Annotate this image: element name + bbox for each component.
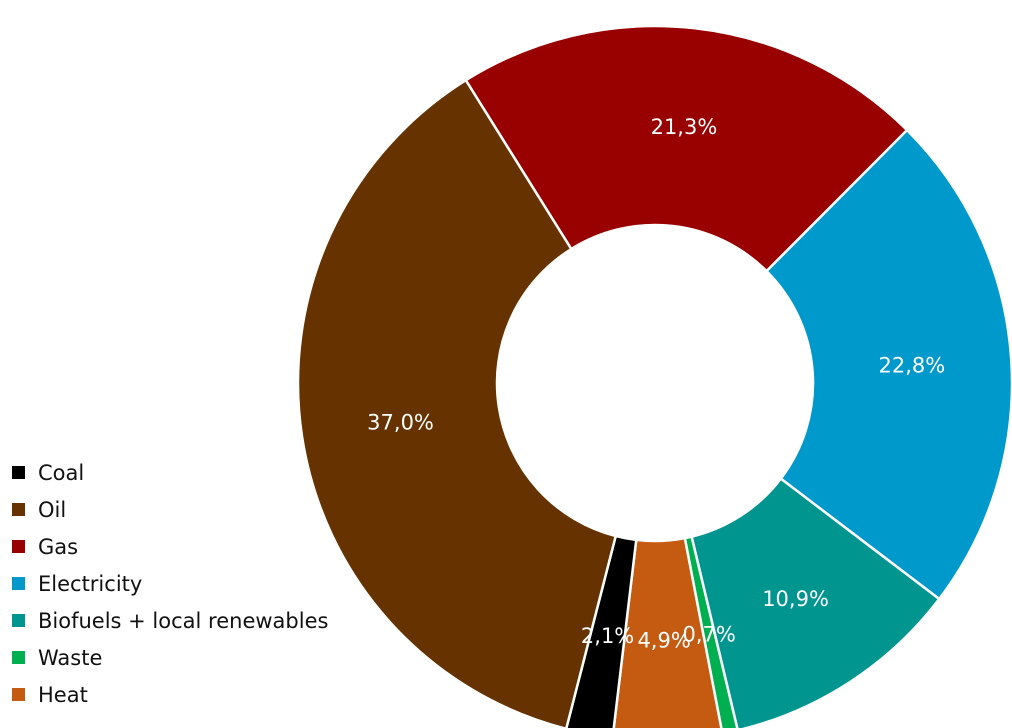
legend-item-electricity: Electricity — [12, 565, 328, 602]
legend-label: Electricity — [38, 571, 143, 596]
legend-item-oil: Oil — [12, 491, 328, 528]
donut-slices — [296, 24, 1012, 728]
legend-label: Coal — [38, 460, 85, 485]
legend-swatch — [12, 688, 25, 701]
data-label-gas: 21,3% — [651, 115, 718, 139]
legend-swatch — [12, 614, 25, 627]
legend-swatch — [12, 577, 25, 590]
legend-item-heat: Heat — [12, 676, 328, 713]
legend-item-coal: Coal — [12, 454, 328, 491]
slice-oil — [296, 78, 618, 728]
slice-heat — [612, 536, 723, 728]
slice-gas — [464, 24, 909, 273]
legend-label: Heat — [38, 682, 88, 707]
data-label-oil: 37,0% — [367, 410, 434, 434]
data-label-electricity: 22,8% — [879, 353, 946, 377]
data-label-heat: 4,9% — [637, 628, 690, 652]
legend-label: Gas — [38, 534, 79, 559]
legend-label: Waste — [38, 645, 103, 670]
legend-swatch — [12, 466, 25, 479]
legend-item-waste: Waste — [12, 639, 328, 676]
slice-biofuels-local-renewables — [690, 476, 941, 728]
legend-swatch — [12, 503, 25, 516]
legend-item-biofuels-local-renewables: Biofuels + local renewables — [12, 602, 328, 639]
legend-swatch — [12, 651, 25, 664]
data-labels: 21,3% 22,8% 10,9% 0,7%4,9%2,1% 37,0% — [367, 115, 945, 652]
slice-electricity — [764, 128, 1012, 601]
legend: Coal Oil Gas Electricity Biofuels + local re… — [12, 454, 328, 713]
legend-label: Oil — [38, 497, 67, 522]
data-label-waste: 0,7% — [682, 623, 735, 647]
legend-item-gas: Gas — [12, 528, 328, 565]
data-label-coal: 2,1% — [581, 624, 634, 648]
data-label-biofuels-local-renewables: 10,9% — [762, 587, 829, 611]
legend-label: Biofuels + local renewables — [38, 608, 329, 633]
legend-swatch — [12, 540, 25, 553]
